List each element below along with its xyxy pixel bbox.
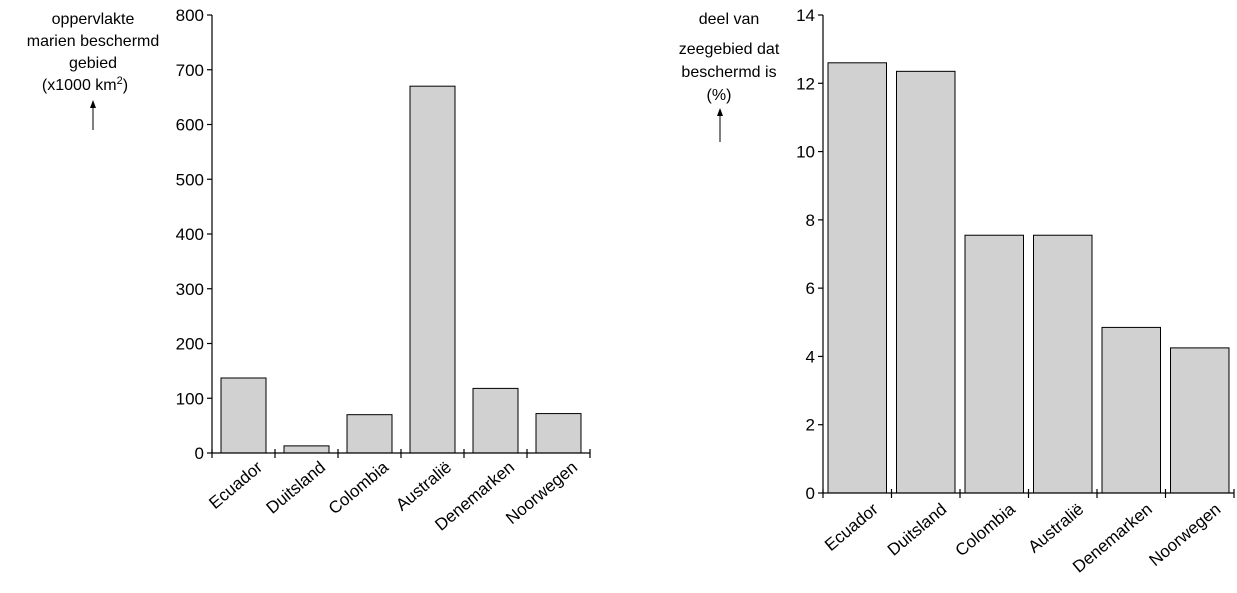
right-ylabel-line-1: deel van xyxy=(699,11,760,28)
left-bar-duitsland xyxy=(283,445,330,454)
right-chart: deel van zeegebied dat beschermd is (%) … xyxy=(679,6,1235,577)
right-category-label: Noorwegen xyxy=(1145,500,1224,570)
right-x-axis xyxy=(822,489,1235,498)
left-category-label: Ecuador xyxy=(205,457,266,512)
left-y-tick-label: 200 xyxy=(176,335,204,354)
right-ylabel-line-3: beschermd is xyxy=(681,64,776,81)
left-category-label: Colombia xyxy=(325,457,393,518)
left-y-tick-label: 600 xyxy=(176,116,204,135)
left-category-label: Duitsland xyxy=(263,458,330,518)
left-y-tick-label: 800 xyxy=(176,6,204,25)
left-ylabel-line-1: oppervlakte xyxy=(52,11,135,28)
left-y-tick-label: 100 xyxy=(176,389,204,408)
left-ylabel-line-2: marien beschermd xyxy=(27,33,160,50)
left-ylabel-unit: (x1000 km xyxy=(42,77,117,94)
left-ylabel-arrow xyxy=(90,100,96,130)
left-category-label: Australië xyxy=(392,458,455,515)
left-y-tick-label: 0 xyxy=(195,444,204,463)
right-bar-duitsland xyxy=(896,70,956,494)
right-category-labels: Ecuador Duitsland Colombia AustraliëDenemar… xyxy=(821,499,1224,576)
right-y-tick-label: 12 xyxy=(796,74,815,93)
left-y-axis-ticks: 0 100 200 300 400 500 600 700 800 xyxy=(176,6,213,463)
left-bar-australië xyxy=(409,85,456,454)
left-y-tick-label: 400 xyxy=(176,225,204,244)
left-y-tick-label: 500 xyxy=(176,170,204,189)
right-bar-ecuador xyxy=(827,62,887,494)
right-y-axis-ticks: 0 2 4 6 8 10 12 14 xyxy=(796,6,824,503)
right-ylabel-line-4: (%) xyxy=(707,87,732,104)
left-y-tick-label: 300 xyxy=(176,280,204,299)
right-ylabel-line-2: zeegebied dat xyxy=(679,41,780,58)
right-category-label: Duitsland xyxy=(884,500,951,560)
left-x-axis xyxy=(211,449,591,458)
right-category-label: Ecuador xyxy=(821,499,882,554)
right-y-tick-label: 4 xyxy=(806,347,815,366)
left-bar-colombia xyxy=(346,414,393,454)
right-y-tick-label: 10 xyxy=(796,143,815,162)
left-bar-noorwegen xyxy=(535,413,582,454)
right-bar-colombia xyxy=(964,234,1024,494)
right-y-tick-label: 0 xyxy=(806,484,815,503)
right-ylabel-arrow xyxy=(717,108,723,142)
right-bar-australië xyxy=(1033,234,1093,494)
right-bars xyxy=(827,62,1230,494)
left-bars xyxy=(220,85,582,454)
left-chart: oppervlakte marien beschermd gebied (x10… xyxy=(27,6,591,535)
right-category-label: Colombia xyxy=(952,499,1020,560)
left-ylabel-close: ) xyxy=(123,77,128,94)
left-ylabel-line-4: (x1000 km2) xyxy=(42,75,128,94)
right-y-tick-label: 6 xyxy=(806,279,815,298)
left-bar-ecuador xyxy=(220,377,267,454)
right-category-label: Australië xyxy=(1024,500,1087,557)
right-bar-noorwegen xyxy=(1170,347,1230,494)
left-ylabel-line-3: gebied xyxy=(69,55,117,72)
right-y-tick-label: 14 xyxy=(796,6,815,25)
left-bar-denemarken xyxy=(472,387,519,454)
right-y-tick-label: 8 xyxy=(806,211,815,230)
right-bar-denemarken xyxy=(1101,326,1161,494)
left-y-tick-label: 700 xyxy=(176,61,204,80)
left-ylabel-superscript: 2 xyxy=(117,75,123,87)
right-y-tick-label: 2 xyxy=(806,416,815,435)
